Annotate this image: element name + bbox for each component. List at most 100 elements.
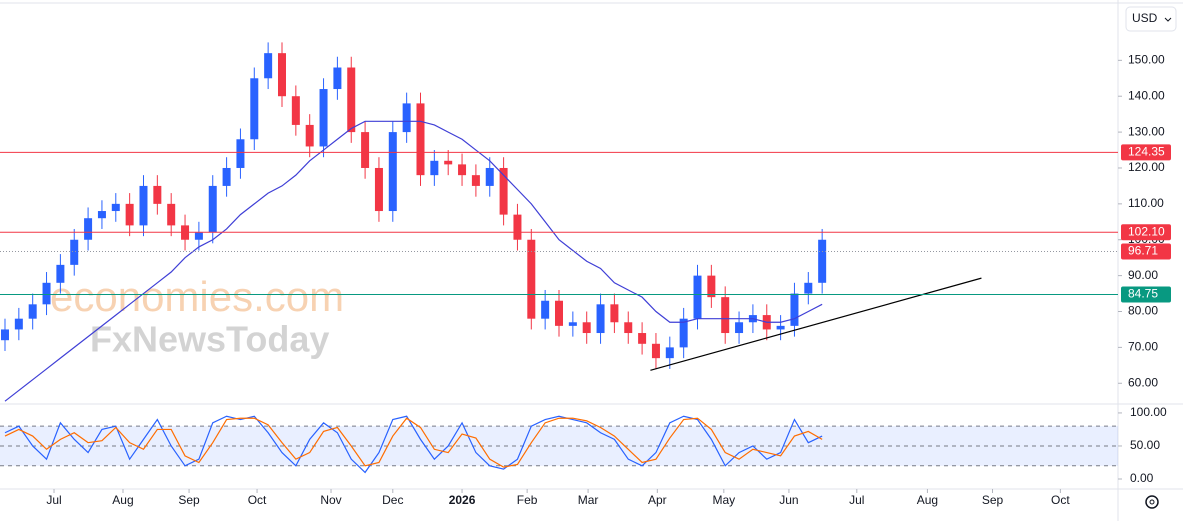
- moving-average: [4, 120, 823, 402]
- y-tick-label: 80.00: [1128, 304, 1158, 318]
- candle-body: [139, 185, 148, 226]
- candle-body: [361, 132, 370, 168]
- settings-gear-center[interactable]: [1149, 499, 1155, 505]
- candle-body: [250, 78, 259, 140]
- candle-body: [721, 297, 730, 334]
- candle-body: [416, 103, 425, 176]
- candle-body: [568, 322, 577, 326]
- level-badge: [1121, 243, 1171, 260]
- candle-body: [776, 325, 785, 330]
- y-tick-label: 120.00: [1128, 160, 1165, 174]
- currency-label[interactable]: USD: [1132, 11, 1158, 25]
- candle-body: [541, 300, 550, 319]
- candle-body: [194, 232, 203, 240]
- candle-body: [624, 322, 633, 334]
- candle-body: [679, 318, 688, 348]
- y-tick-label: 60.00: [1128, 375, 1158, 389]
- x-tick-label: Sep: [178, 493, 200, 507]
- candle-body: [471, 175, 480, 186]
- candle-body: [582, 322, 591, 334]
- watermark: FxNewsToday: [90, 319, 329, 360]
- candle-body: [111, 203, 120, 212]
- settings-gear[interactable]: [1145, 495, 1159, 509]
- candle-body: [402, 103, 411, 133]
- trend-line: [650, 277, 982, 371]
- x-tick-label: Oct: [248, 493, 267, 507]
- currency-button-box[interactable]: [1125, 6, 1177, 32]
- candle-body: [319, 89, 328, 147]
- x-tick-label: 2026: [449, 493, 476, 507]
- candle-body: [28, 304, 37, 319]
- candle-body: [0, 329, 9, 341]
- candle-body: [97, 211, 106, 219]
- y-tick-label: 140.00: [1128, 88, 1165, 102]
- y-tick-label: 110.00: [1128, 196, 1164, 210]
- level-label: 96.71: [1128, 244, 1158, 258]
- candle-body: [444, 160, 453, 165]
- y-tick-label: 130.00: [1128, 124, 1165, 138]
- candle-body: [70, 239, 79, 265]
- band-fill: [0, 426, 1118, 466]
- x-tick-label: Sep: [982, 493, 1004, 507]
- y-tick-label: 150.00: [1128, 53, 1165, 67]
- candle-body: [277, 53, 286, 97]
- candle-body: [208, 185, 217, 233]
- y-tick-label: 0.00: [1130, 471, 1154, 485]
- y-tick-label: 50.00: [1130, 438, 1160, 452]
- level-label: 102.10: [1128, 224, 1165, 238]
- x-tick-label: Nov: [320, 493, 341, 507]
- candle-body: [56, 264, 65, 283]
- candle-body: [499, 167, 508, 215]
- candle-body: [735, 322, 744, 334]
- x-tick-label: Apr: [648, 493, 667, 507]
- watermark: economies.com: [50, 273, 344, 320]
- candle-body: [153, 185, 162, 204]
- level-label: 124.35: [1128, 145, 1165, 159]
- candle-body: [236, 139, 245, 168]
- candle-body: [291, 96, 300, 125]
- x-tick-label: Aug: [112, 493, 133, 507]
- level-badge: [1121, 144, 1171, 161]
- candle-body: [665, 347, 674, 359]
- level-badge: [1121, 286, 1171, 303]
- x-tick-label: Mar: [578, 493, 599, 507]
- y-tick-label: 90.00: [1128, 268, 1158, 282]
- x-tick-label: Jul: [849, 493, 864, 507]
- candle-body: [388, 132, 397, 212]
- x-tick-label: Dec: [382, 493, 403, 507]
- x-tick-label: Feb: [517, 493, 538, 507]
- candle-body: [264, 53, 273, 79]
- oscillator-line: [4, 415, 823, 474]
- x-tick-label: Jun: [779, 493, 798, 507]
- level-badge: [1121, 224, 1171, 241]
- x-tick-label: May: [712, 493, 735, 507]
- x-tick-label: Jul: [46, 493, 61, 507]
- candle-body: [707, 275, 716, 298]
- candle-body: [610, 304, 619, 323]
- currency-button[interactable]: USD: [1125, 6, 1177, 32]
- candle-body: [513, 214, 522, 240]
- settings-icon[interactable]: [1145, 495, 1159, 509]
- candle-body: [125, 203, 134, 226]
- y-tick-label: 100.00: [1130, 405, 1167, 419]
- dropdown-arrow[interactable]: [1164, 17, 1172, 22]
- x-tick-label: Oct: [1051, 493, 1070, 507]
- y-tick-label: 70.00: [1128, 340, 1158, 354]
- candle-body: [485, 167, 494, 186]
- candle-body: [790, 293, 799, 326]
- candle-body: [222, 167, 231, 186]
- x-tick-label: Aug: [917, 493, 938, 507]
- candle-body: [458, 164, 467, 176]
- candle-body: [14, 318, 23, 330]
- candle-body: [305, 124, 314, 147]
- candle-body: [555, 300, 563, 326]
- candle-body: [596, 304, 605, 334]
- candle-body: [374, 167, 383, 212]
- candle-body: [167, 203, 176, 226]
- candle-body: [347, 67, 356, 133]
- oscillator-line: [4, 417, 823, 468]
- candle-body: [693, 275, 702, 319]
